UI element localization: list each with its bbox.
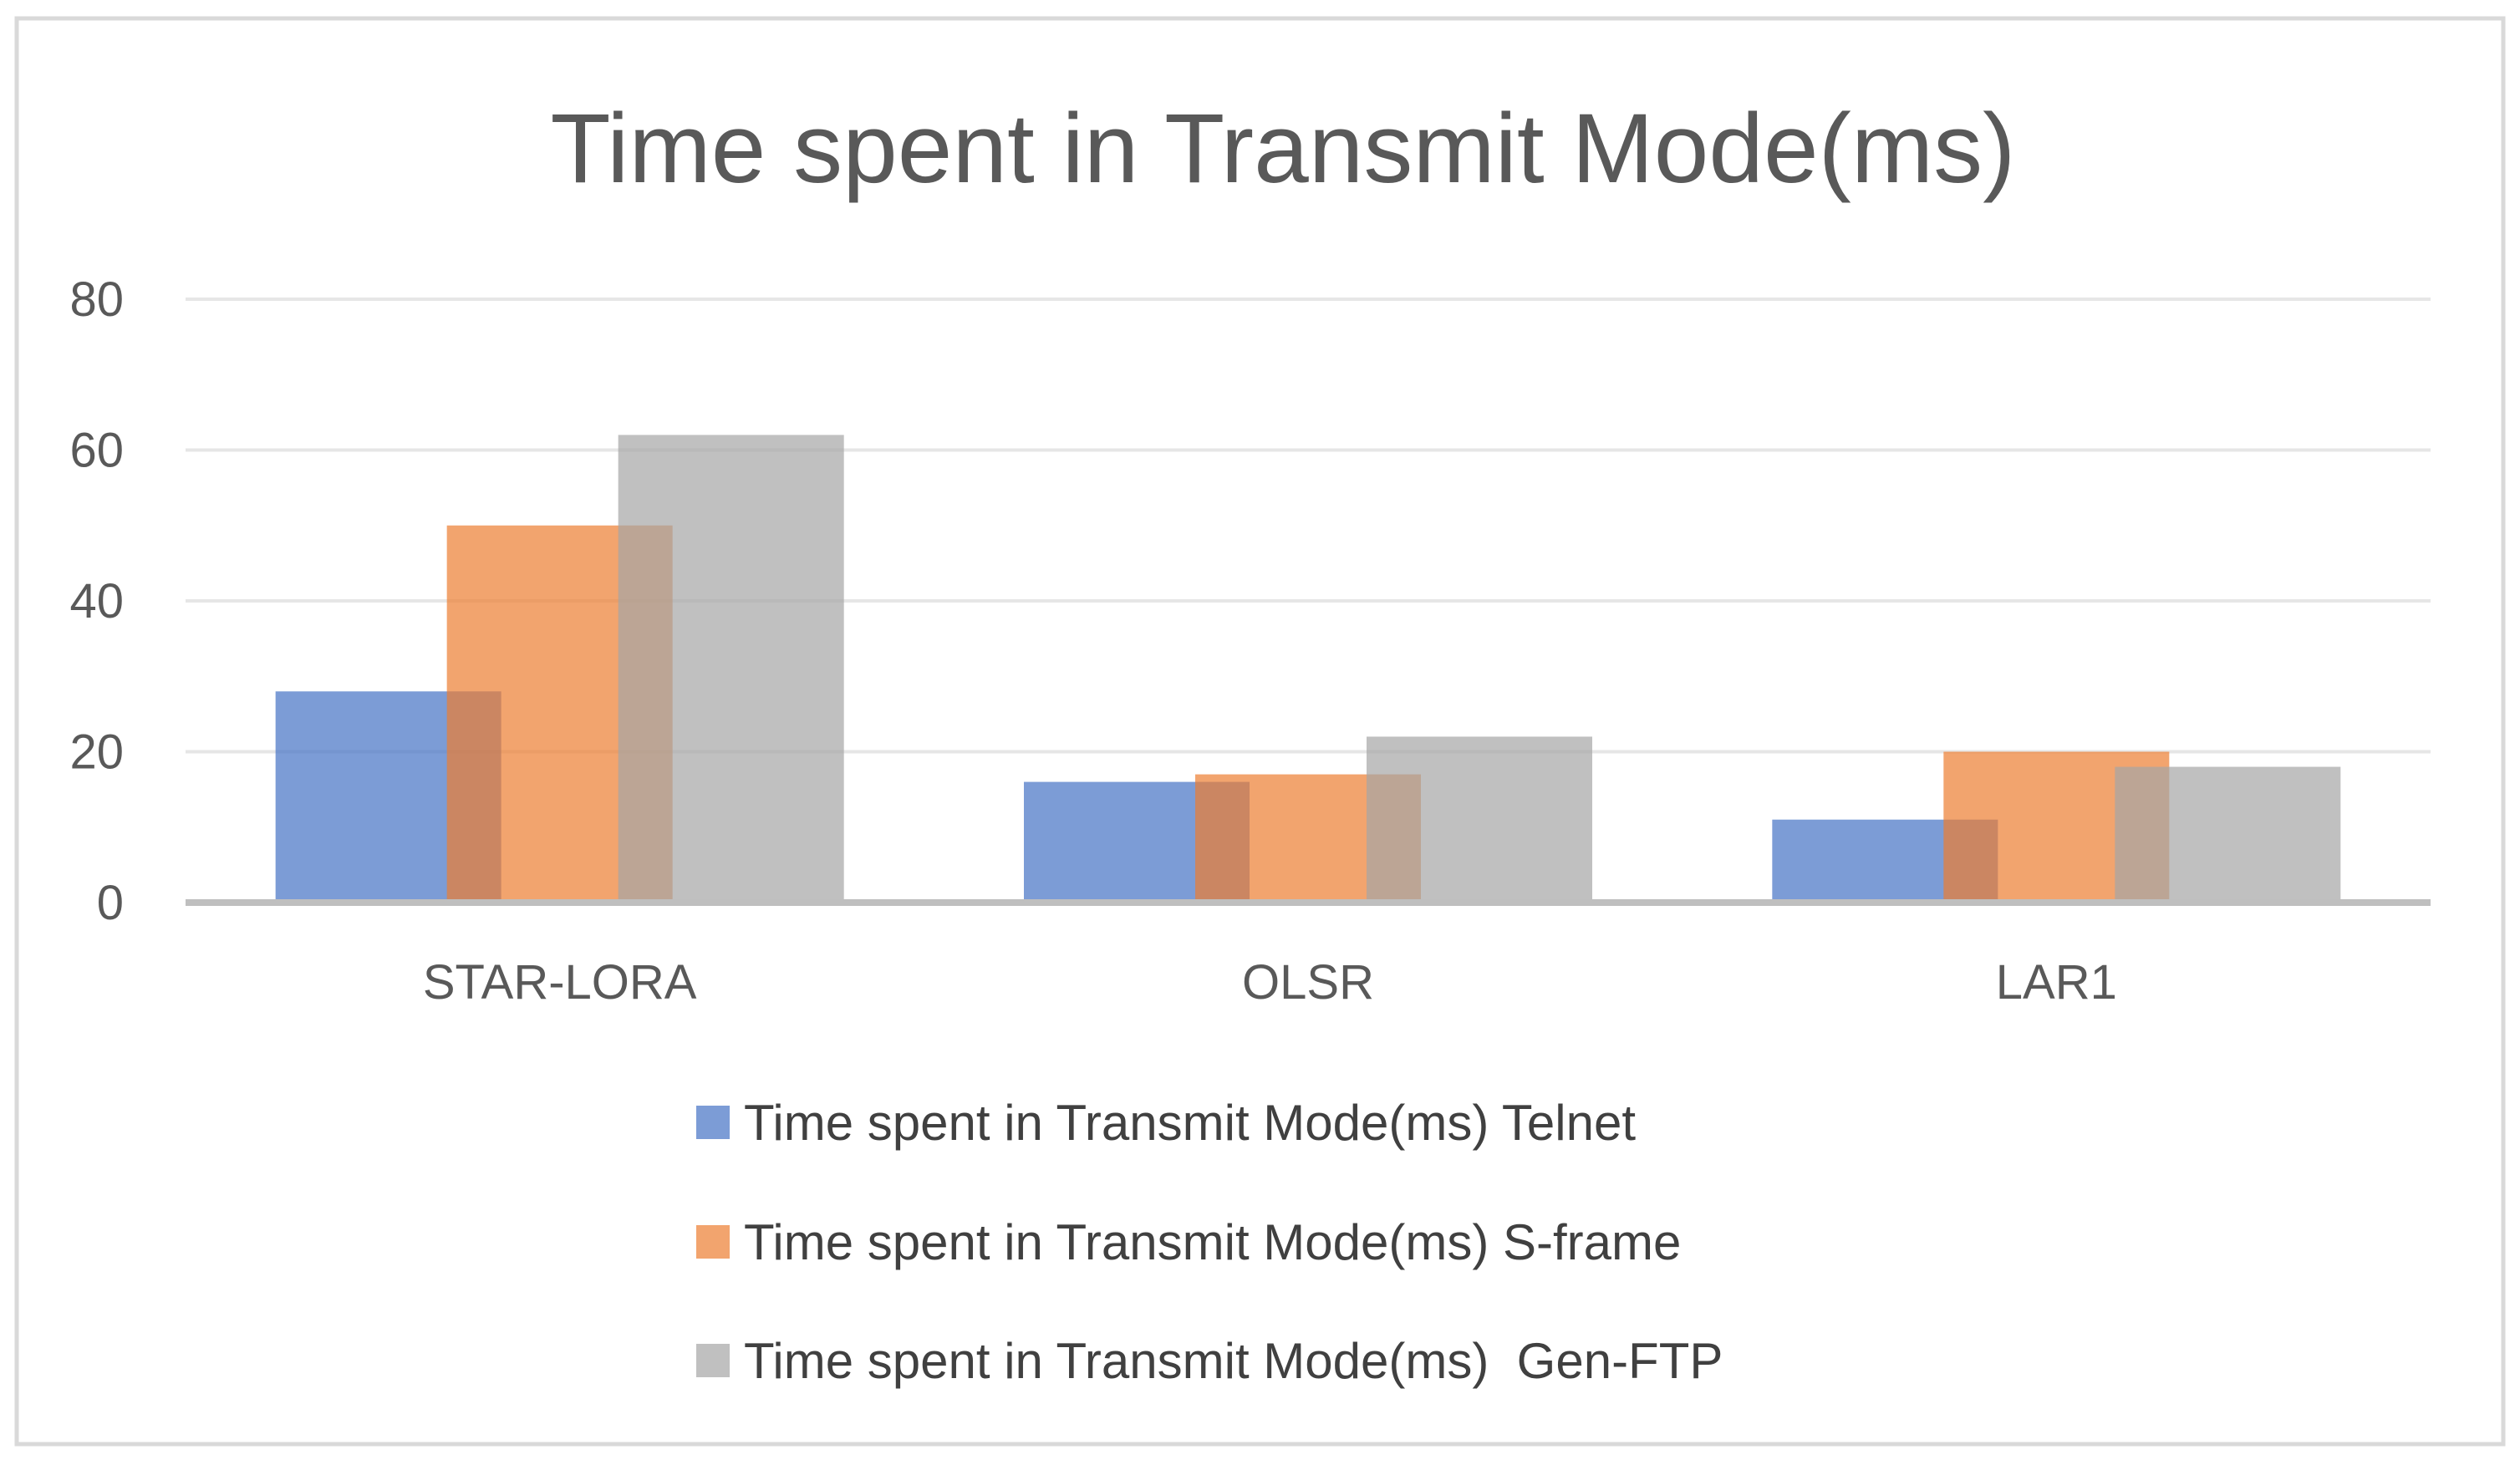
legend-label: Time spent in Transmit Mode(ms) Telnet — [744, 1095, 1636, 1151]
y-tick-label: 40 — [69, 574, 124, 628]
x-category-label: STAR-LORA — [423, 955, 697, 1010]
legend-swatch — [696, 1344, 730, 1377]
legend-label: Time spent in Transmit Mode(ms) Gen-FTP — [744, 1333, 1723, 1389]
chart-title: Time spent in Transmit Mode(ms) — [551, 94, 2016, 204]
x-category-label: LAR1 — [1996, 955, 2117, 1010]
y-tick-label: 0 — [97, 876, 124, 930]
y-tick-label: 80 — [69, 272, 124, 327]
bar-olsr-series-3 — [1367, 736, 1592, 903]
bar-star-lora-series-3 — [618, 435, 844, 903]
legend-label: Time spent in Transmit Mode(ms) S-frame — [744, 1214, 1681, 1270]
y-tick-label: 60 — [69, 424, 124, 478]
y-tick-label: 20 — [69, 725, 124, 780]
bars — [275, 435, 2341, 903]
legend-swatch — [696, 1225, 730, 1259]
bar-lar1-series-3 — [2115, 766, 2341, 903]
legend: Time spent in Transmit Mode(ms) Telnet Ti… — [696, 1095, 1723, 1389]
x-axis-categories: STAR-LORA OLSR LAR1 — [423, 955, 2117, 1010]
legend-swatch — [696, 1106, 730, 1139]
y-axis-ticks: 0 20 40 60 80 — [69, 272, 124, 930]
x-category-label: OLSR — [1242, 955, 1374, 1010]
